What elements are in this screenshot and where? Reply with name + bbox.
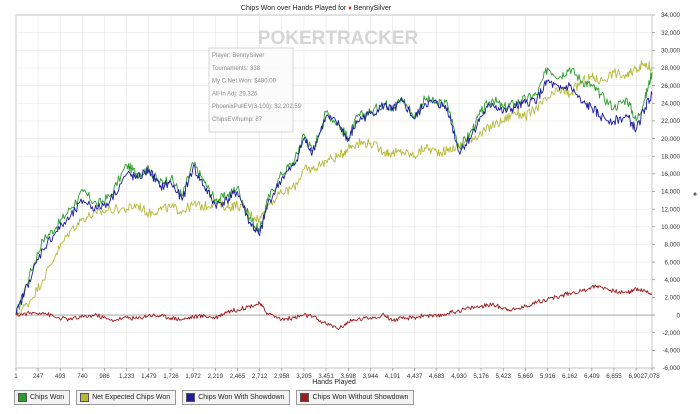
- legend-label: Chips Won: [30, 393, 65, 401]
- x-tick-label: 4,191: [385, 373, 401, 380]
- x-tick-label: 3,451: [318, 373, 334, 380]
- y-tick-label: -6,000: [662, 365, 680, 372]
- x-tick-label: 2,712: [252, 373, 268, 380]
- y-tick-label: 16,000: [661, 171, 680, 178]
- y-tick-label: -2,000: [662, 330, 680, 337]
- y-tick-label: 8,000: [665, 242, 681, 249]
- y-tick-label: 10,000: [661, 224, 680, 231]
- x-tick-label: 6,162: [562, 373, 578, 380]
- x-tick-label: 2,958: [274, 373, 290, 380]
- series-line-0: [15, 67, 653, 316]
- info-box-line: ChipsEV/hump: 87: [212, 117, 263, 123]
- x-tick-label: 7,078: [644, 373, 660, 380]
- y-axis-ticks: -6,000 -4,000 -2,000 0 2,000 4,000 6,000 8,000 1…: [652, 12, 681, 372]
- info-box-line: Player: BennySilver: [212, 53, 264, 59]
- info-box: Player: BennySilver Tournaments: 338 My C …: [208, 47, 302, 133]
- x-tick-label: 6,409: [584, 373, 600, 380]
- legend-label: Chips Won Without Showdown: [312, 393, 409, 401]
- y-tick-label: 24,000: [661, 100, 680, 107]
- x-axis-ticks: 1 247 493 740 986 1,233 1,479 1,726 1,972 2,219 2,…: [14, 368, 660, 380]
- x-tick-label: 5,423: [496, 373, 512, 380]
- x-tick-label: 5,176: [473, 373, 489, 380]
- info-box-line: All-In Adj: 29,326: [212, 91, 258, 97]
- series-line-2: [15, 79, 653, 316]
- x-tick-label: 4,930: [451, 373, 467, 380]
- x-tick-label: 3,205: [296, 373, 312, 380]
- y-tick-label: 2,000: [665, 295, 681, 302]
- legend-item[interactable]: Net Expected Chips Won: [76, 389, 177, 405]
- y-tick-label: 32,000: [661, 30, 680, 37]
- x-tick-label: 1,972: [185, 373, 201, 380]
- legend-swatch: [300, 392, 310, 402]
- y-tick-label: 6,000: [665, 259, 681, 266]
- legend-swatch: [186, 392, 196, 402]
- y-axis-chip-icon: ♠: [693, 191, 697, 198]
- legend-swatch: [80, 392, 90, 402]
- y-tick-label: 22,000: [661, 118, 680, 125]
- x-tick-label: 1: [14, 373, 18, 380]
- x-tick-label: 3,944: [363, 373, 379, 380]
- y-tick-label: 18,000: [661, 153, 680, 160]
- chart-title: Chips Won over Hands Played for ♦ BennyS…: [241, 5, 392, 12]
- watermark-text: POKERTRACKER: [258, 28, 419, 49]
- y-tick-label: 14,000: [661, 189, 680, 196]
- x-tick-label: 3,698: [341, 373, 357, 380]
- legend-item[interactable]: Chips Won Without Showdown: [296, 389, 415, 405]
- x-tick-label: 247: [33, 373, 44, 380]
- x-tick-label: 6,655: [606, 373, 622, 380]
- x-tick-label: 986: [99, 373, 110, 380]
- x-tick-label: 6,902: [628, 373, 644, 380]
- series-group: [15, 60, 653, 331]
- series-line-3: [15, 284, 653, 331]
- x-tick-label: 5,916: [540, 373, 556, 380]
- x-tick-label: 4,437: [407, 373, 423, 380]
- x-tick-label: 1,479: [141, 373, 157, 380]
- info-box-line: My C Net Won: $480.00: [212, 79, 277, 85]
- x-tick-label: 1,233: [119, 373, 135, 380]
- x-tick-label: 2,465: [230, 373, 246, 380]
- y-tick-label: 26,000: [661, 83, 680, 90]
- y-tick-label: 12,000: [661, 206, 680, 213]
- info-box-line: Tournaments: 338: [212, 66, 261, 72]
- y-tick-label: 0: [677, 312, 681, 319]
- y-tick-label: 28,000: [661, 65, 680, 72]
- x-axis-label: Hands Played: [312, 379, 356, 386]
- legend-item[interactable]: Chips Won: [14, 389, 71, 405]
- y-tick-label: 34,000: [661, 12, 680, 19]
- x-tick-label: 1,726: [163, 373, 179, 380]
- y-tick-label: 20,000: [661, 136, 680, 143]
- x-tick-label: 2,219: [208, 373, 224, 380]
- x-tick-label: 4,683: [429, 373, 445, 380]
- x-tick-label: 493: [55, 373, 66, 380]
- info-box-line: PhoenixPullEV(3-100): $2,202.59: [212, 104, 302, 110]
- legend-item[interactable]: Chips Won With Showdown: [182, 389, 291, 405]
- legend: Chips Won Net Expected Chips Won Chips Won…: [14, 389, 415, 405]
- y-tick-label: 4,000: [665, 277, 681, 284]
- x-tick-label: 740: [77, 373, 88, 380]
- x-tick-label: 5,669: [518, 373, 534, 380]
- grid-lines: [15, 14, 653, 369]
- legend-swatch: [18, 392, 27, 402]
- legend-label: Net Expected Chips Won: [92, 393, 171, 401]
- series-line-1: [15, 60, 652, 316]
- y-tick-label: 30,000: [661, 48, 680, 55]
- y-tick-label: -4,000: [662, 348, 680, 355]
- legend-label: Chips Won With Showdown: [198, 393, 285, 401]
